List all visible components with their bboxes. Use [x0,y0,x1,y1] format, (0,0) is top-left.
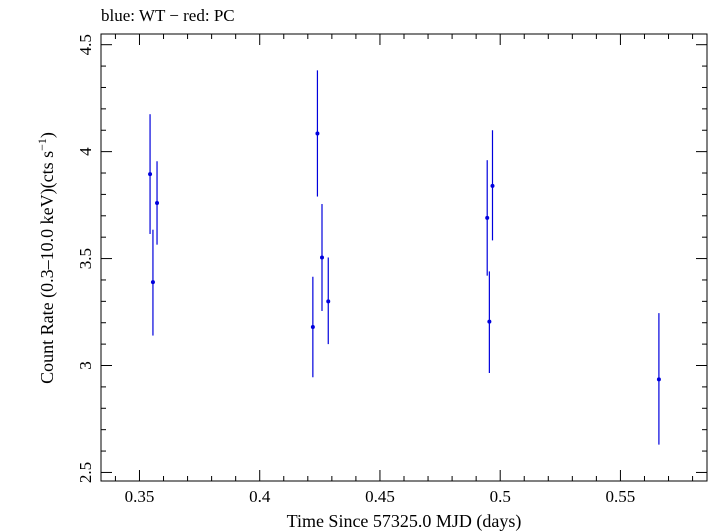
y-tick-label: 4.5 [76,34,95,55]
y-axis-ticks [101,44,707,473]
data-point [155,200,160,205]
x-tick-label: 0.35 [125,487,155,506]
y-tick-label: 2.5 [76,462,95,483]
x-tick-label: 0.5 [490,487,511,506]
x-tick-label: 0.45 [365,487,395,506]
data-point [315,131,320,136]
y-axis-label-superscript: −1 [35,138,49,151]
y-axis-tick-labels: 2.5 3 3.5 4 4.5 [76,34,95,483]
y-axis-label: Count Rate (0.3–10.0 keV)(cts s−1) [35,132,58,384]
data-point [490,183,495,188]
data-point [148,172,153,177]
chart-title: blue: WT − red: PC [101,6,235,25]
y-axis-label-main: Count Rate (0.3–10.0 keV)(cts s [37,151,58,384]
data-point [656,377,661,382]
data-point [319,255,324,260]
data-points [148,70,661,445]
y-tick-label: 3.5 [76,248,95,269]
x-tick-label: 0.4 [249,487,271,506]
y-tick-label: 3 [76,361,95,370]
data-point [310,325,315,330]
x-axis-label: Time Since 57325.0 MJD (days) [287,511,522,532]
x-tick-label: 0.55 [606,487,636,506]
data-point [150,280,155,285]
y-tick-label: 4 [76,147,95,156]
data-point [326,299,331,304]
y-axis-label-close: ) [37,132,58,138]
x-axis-ticks [114,34,694,481]
data-point [485,215,490,220]
data-point [487,319,492,324]
plot-frame [100,33,708,482]
x-axis-tick-labels: 0.35 0.4 0.45 0.5 0.55 [125,487,636,506]
